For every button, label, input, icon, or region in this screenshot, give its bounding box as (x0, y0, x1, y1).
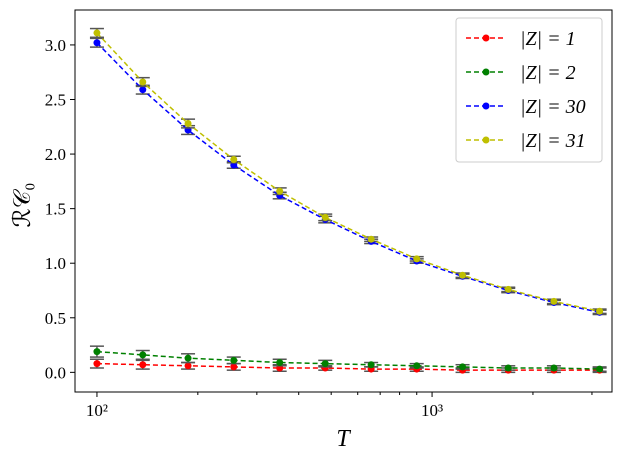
series (89, 345, 607, 373)
x-axis-label: T (336, 426, 351, 452)
data-point (184, 362, 192, 370)
data-point (139, 86, 147, 94)
y-tick-label: 1.5 (45, 200, 66, 219)
y-tick-label: 2.0 (45, 145, 66, 164)
series-line (96, 32, 600, 312)
series (89, 358, 607, 374)
legend-marker (482, 136, 490, 144)
data-point (93, 29, 101, 37)
data-point (276, 359, 284, 367)
legend-marker (482, 102, 490, 110)
x-tick-label: 10² (86, 401, 108, 420)
data-point (367, 361, 375, 369)
data-point (504, 285, 512, 293)
data-point (230, 156, 238, 164)
data-point (93, 39, 101, 47)
y-axis-label: ℛ𝒞₀ (10, 182, 36, 227)
series-line (96, 362, 600, 371)
legend-marker (482, 34, 490, 42)
data-point (93, 360, 101, 368)
plot-frame (74, 9, 613, 393)
data-point (459, 363, 467, 371)
legend-label: |Z| = 1 (520, 28, 576, 50)
data-point (139, 361, 147, 369)
data-point (596, 365, 604, 373)
legend-label: |Z| = 31 (520, 130, 586, 152)
data-point (413, 362, 421, 370)
data-point (93, 348, 101, 356)
x-tick-label: 10³ (421, 401, 443, 420)
data-point (413, 255, 421, 263)
data-point (184, 120, 192, 128)
data-point (184, 354, 192, 362)
data-point (321, 360, 329, 368)
series (89, 27, 607, 315)
y-tick-label: 0.5 (45, 309, 66, 328)
legend-box (455, 17, 603, 163)
y-tick-label: 3.0 (45, 36, 66, 55)
series-line (96, 42, 600, 314)
data-point (596, 307, 604, 315)
series-line (96, 350, 600, 370)
data-point (139, 78, 147, 86)
data-point (367, 235, 375, 243)
data-point (276, 187, 284, 195)
data-point (504, 364, 512, 372)
legend-marker (482, 68, 490, 76)
legend-label: |Z| = 2 (520, 62, 576, 84)
data-point (459, 271, 467, 279)
data-point (230, 363, 238, 371)
data-point (550, 364, 558, 372)
data-point (139, 351, 147, 359)
data-point (321, 213, 329, 221)
data-point (550, 297, 558, 305)
legend-label: |Z| = 30 (520, 96, 586, 118)
data-point (230, 356, 238, 364)
y-tick-label: 0.0 (45, 363, 66, 382)
y-tick-label: 2.5 (45, 90, 66, 109)
y-tick-label: 1.0 (45, 254, 66, 273)
